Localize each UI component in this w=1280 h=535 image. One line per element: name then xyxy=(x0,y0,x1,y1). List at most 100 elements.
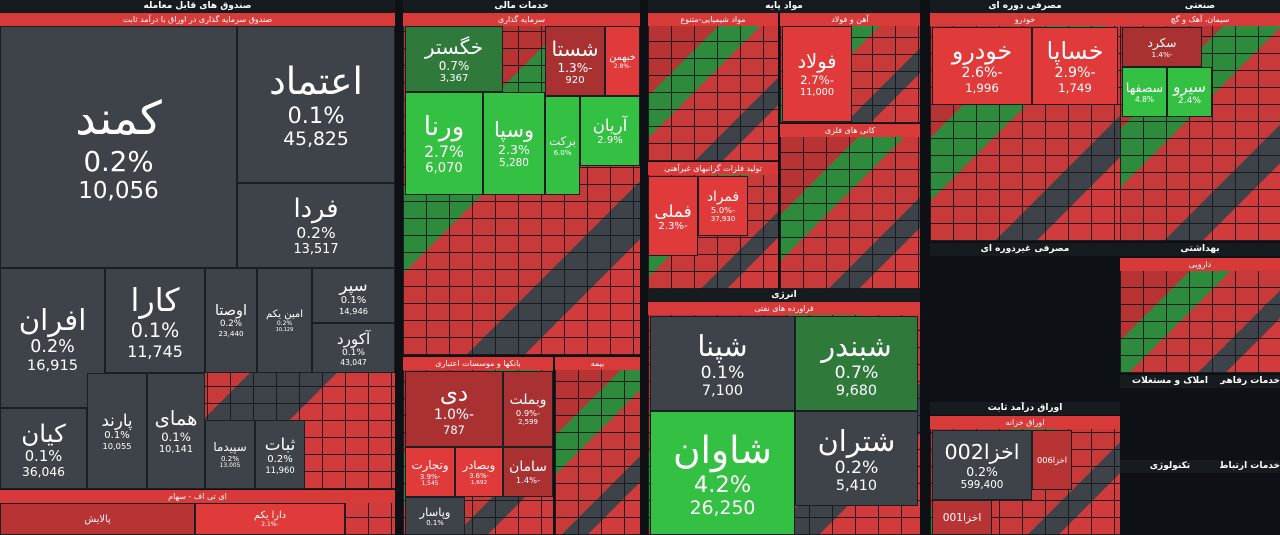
tile-name: اعتماد xyxy=(269,59,363,103)
tile[interactable]: اوصتا 0.2% 23,440 xyxy=(205,268,257,373)
tile[interactable]: ورنا 2.7% 6,070 xyxy=(405,92,483,195)
tile-name: آکورد xyxy=(336,329,371,348)
tile[interactable]: فردا 0.2% 13,517 xyxy=(237,183,395,268)
group: مواد شیمیایی-متنوع xyxy=(648,13,778,161)
tile[interactable]: وبصادر -3.6% 1,692 xyxy=(455,447,503,497)
tile[interactable]: سپر 0.1% 14,946 xyxy=(312,268,395,323)
tile[interactable]: شاوان 4.2% 26,250 xyxy=(650,411,795,535)
tile-value: 1,749 xyxy=(1058,81,1092,95)
tile[interactable]: امین یکم 0.2% 10,129 xyxy=(257,268,312,373)
tile-name: سصفها xyxy=(1125,80,1164,95)
tile-name: کیان xyxy=(21,418,66,448)
tile[interactable]: شپنا 0.1% 7,100 xyxy=(650,316,795,411)
tile-value: 1,996 xyxy=(965,81,999,95)
tile[interactable]: کارا 0.1% 11,745 xyxy=(105,268,205,373)
tile-change: -1.4% xyxy=(515,475,541,485)
group-title: خودرو xyxy=(930,13,1120,26)
tile[interactable]: آریان 2.9% xyxy=(580,96,640,166)
tile-change: -2.9% xyxy=(1054,65,1096,81)
tile[interactable]: شستا -1.3% 920 xyxy=(545,26,605,96)
tile-name: پالایش xyxy=(84,513,111,525)
tile[interactable]: دی -1.0% 787 xyxy=(405,371,503,447)
tile-name: دارا یکم xyxy=(254,510,286,521)
tile[interactable]: کیان 0.1% 36,046 xyxy=(0,408,87,489)
tile-value: 23,440 xyxy=(218,329,244,338)
tile[interactable]: خگستر 0.7% 3,367 xyxy=(405,26,503,92)
tile[interactable]: فمراد -5.0% 37,930 xyxy=(698,176,748,236)
tile-name: دی xyxy=(439,381,469,407)
tile[interactable]: اخزا002 0.2% 599,400 xyxy=(932,430,1032,500)
tile[interactable]: افران 0.2% 16,915 xyxy=(0,268,105,408)
tile-change: 0.2% xyxy=(834,457,879,478)
tile[interactable]: اعتماد 0.1% 45,825 xyxy=(237,26,395,183)
tile-value: 5,410 xyxy=(835,477,878,494)
tile-name: اخزا002 xyxy=(944,439,1020,464)
tile-name: سپر xyxy=(339,275,368,295)
tile-name: خبهمن xyxy=(609,52,636,63)
tile-change: 0.1% xyxy=(287,103,345,129)
tile[interactable]: دارا یکم -2.1% xyxy=(195,503,345,535)
tile[interactable]: وتجارت -3.9% 1,545 xyxy=(405,447,455,497)
tile[interactable]: خبهمن -2.8% xyxy=(605,26,640,96)
tile[interactable]: پالایش xyxy=(0,503,195,535)
tile[interactable]: همای 0.1% 10,141 xyxy=(147,373,205,489)
tile-name: امین یکم xyxy=(265,308,304,320)
tile-value: 599,400 xyxy=(960,478,1004,491)
tile[interactable]: برکت 6.0% xyxy=(545,96,580,195)
group-title: تولید فلزات گرانبهای غیرآهنی xyxy=(648,162,778,175)
tile[interactable]: وبملت -0.9% 2,599 xyxy=(503,371,553,447)
tile[interactable]: فملی -2.3% xyxy=(648,176,698,256)
tile-name: برکت xyxy=(549,134,576,148)
sector-header: مصرفی غیردوره ای xyxy=(930,243,1120,256)
tile[interactable]: وسپا 2.3% 5,280 xyxy=(483,92,545,195)
tile[interactable]: فولاد -2.7% 11,000 xyxy=(782,26,852,122)
tile-change: 0.1% xyxy=(700,362,745,383)
tile-change: -2.3% xyxy=(658,220,688,232)
tile-change: -0.9% xyxy=(515,408,541,418)
tile[interactable]: خساپا -2.9% 1,749 xyxy=(1032,27,1118,105)
tile-change: 2.7% xyxy=(424,141,464,161)
tile[interactable]: آکورد 0.1% 43,047 xyxy=(312,323,395,373)
tile[interactable]: شبندر 0.7% 9,680 xyxy=(795,316,918,411)
tile[interactable]: سیرو 2.4% xyxy=(1167,67,1212,117)
tile[interactable]: سکرد -1.4% xyxy=(1122,27,1202,67)
group: صندوق سرمایه گذاری در اوراق با درآمد ثاب… xyxy=(0,13,395,489)
tile[interactable]: سپیدما 0.2% 13,005 xyxy=(205,420,255,489)
tile-change: 2.3% xyxy=(498,142,530,157)
tile-value: 2,599 xyxy=(518,418,538,426)
tile[interactable]: پارند 0.1% 10,055 xyxy=(87,373,147,489)
group: سرمایه گذاری خگستر 0.7% 3,367 شستا -1.3% 920 خب… xyxy=(403,13,640,355)
tile[interactable]: سامان -1.4% xyxy=(503,447,553,497)
tile-name: کمند xyxy=(75,90,162,145)
tile[interactable]: اخزا001 xyxy=(932,500,992,535)
tile-value: 11,000 xyxy=(800,87,835,98)
tile[interactable]: وپاسار 0.1% xyxy=(405,497,465,535)
group: فراورده های نفتی شپنا 0.1% 7,100 شبندر 0.7% 9,… xyxy=(648,302,920,535)
tile[interactable]: سصفها 4.8% xyxy=(1122,67,1167,117)
group-title: بانکها و موسسات اعتباری xyxy=(403,357,553,370)
tile-change: 0.1% xyxy=(161,430,191,444)
tile-change: 0.2% xyxy=(296,224,336,242)
tile-name: وبملت xyxy=(509,392,547,408)
tile-name: وسپا xyxy=(493,118,535,142)
tile-change: 0.2% xyxy=(220,454,240,463)
tile-change: 4.2% xyxy=(693,471,752,498)
tile-value: 13,517 xyxy=(293,242,339,257)
tile-change: -3.6% xyxy=(469,472,489,480)
tile-name: فردا xyxy=(293,194,339,224)
tile-name: وپاسار xyxy=(419,505,451,519)
tile-change: -2.7% xyxy=(800,73,834,87)
tile[interactable]: ثبات 0.2% 11,960 xyxy=(255,420,305,489)
tile-change: -1.0% xyxy=(433,407,475,423)
tile-name: ثبات xyxy=(264,434,296,454)
tile-value: 14,946 xyxy=(338,305,369,316)
tile[interactable]: اخزا006 xyxy=(1032,430,1072,490)
tile[interactable]: خودرو -2.6% 1,996 xyxy=(932,27,1032,105)
tile-change: 2.4% xyxy=(1178,96,1201,106)
group-title: اوراق خزانه xyxy=(930,416,1120,429)
group-title: آهن و فولاد xyxy=(780,13,920,26)
sector-header: انرژی xyxy=(648,289,920,302)
tile[interactable]: کمند 0.2% 10,056 xyxy=(0,26,237,268)
tile-change: 0.7% xyxy=(438,58,470,73)
tile[interactable]: شتران 0.2% 5,410 xyxy=(795,411,918,506)
